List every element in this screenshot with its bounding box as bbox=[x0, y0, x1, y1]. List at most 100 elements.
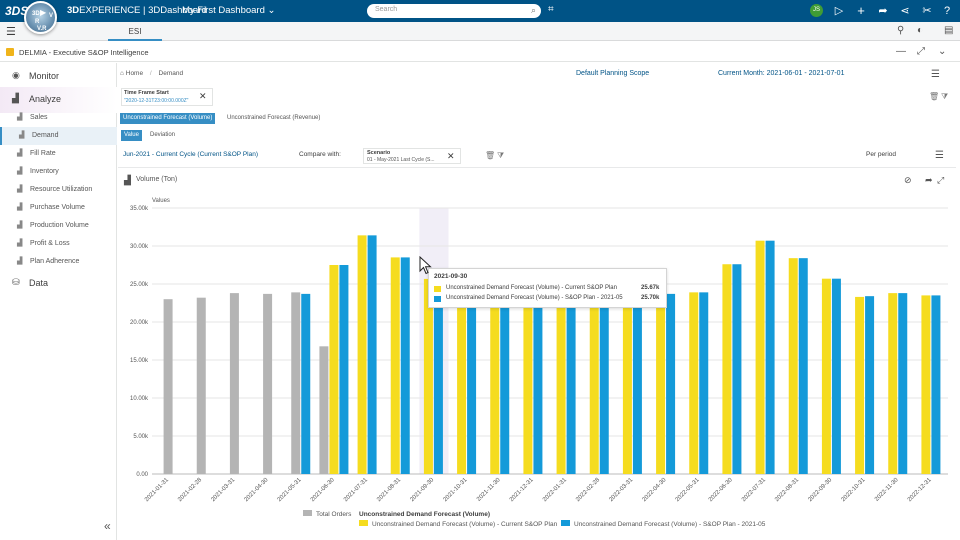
sidebar-item-profit-loss[interactable]: ▟ Profit & Loss bbox=[0, 235, 117, 253]
dashboard-tab-bar: ☰ ESI ⚲ ◐ ▤ bbox=[0, 22, 960, 41]
sidebar-item-production-volume[interactable]: ▟ Production Volume bbox=[0, 217, 117, 235]
x-tick-label: 2021-03-31 bbox=[210, 477, 236, 503]
search-placeholder: Search bbox=[375, 6, 398, 13]
compass-label-vr: V.R bbox=[37, 26, 47, 32]
y-tick-label: 20.00k bbox=[130, 320, 149, 326]
timeframe-filter[interactable]: Time Frame Start "2020-12-31T23:00:00.00… bbox=[121, 88, 213, 106]
close-icon[interactable]: ✕ bbox=[199, 91, 207, 101]
bar bbox=[163, 299, 173, 474]
app-brand: 3DEXPERIENCE | 3DDashboard bbox=[67, 5, 207, 16]
close-icon[interactable]: ✕ bbox=[447, 151, 455, 161]
chevron-down-icon[interactable]: ⌄ bbox=[938, 46, 947, 57]
search-icon[interactable]: ⌕ bbox=[530, 5, 536, 15]
tab-value[interactable]: Value bbox=[121, 130, 142, 141]
planning-scope[interactable]: Default Planning Scope bbox=[576, 70, 650, 77]
bar bbox=[500, 290, 510, 474]
dashboard-selector[interactable]: My First Dashboard ⌄ bbox=[182, 5, 276, 16]
home-icon[interactable]: ⌂ bbox=[120, 70, 124, 77]
filter-icon[interactable]: ⧩ bbox=[497, 151, 505, 160]
bar bbox=[589, 292, 599, 474]
bar bbox=[898, 293, 908, 474]
bar bbox=[367, 235, 377, 474]
sidebar-item-label: Plan Adherence bbox=[30, 258, 80, 265]
tab-unconstrained-forecast-volume[interactable]: Unconstrained Forecast (Volume) bbox=[120, 113, 216, 124]
legend-label: Unconstrained Demand Forecast (Volume) -… bbox=[372, 521, 558, 528]
bar-chart-icon: ▟ bbox=[17, 258, 23, 265]
legend-label: Unconstrained Demand Forecast (Volume) -… bbox=[574, 521, 766, 528]
top-bar: 3DS 3D ▶ V R V.R 3DEXPERIENCE | 3DDashbo… bbox=[0, 0, 960, 34]
sidebar-section-label: Monitor bbox=[29, 71, 60, 81]
sidebar-item-fill-rate[interactable]: ▟ Fill Rate bbox=[0, 145, 117, 163]
fullscreen-icon[interactable]: ⤢ bbox=[937, 175, 945, 185]
divider bbox=[118, 167, 956, 168]
sidebar-section-analyze[interactable]: ▟ Analyze bbox=[0, 88, 117, 110]
avatar[interactable]: JS bbox=[810, 4, 823, 17]
tab-deviation[interactable]: Deviation bbox=[150, 132, 176, 138]
sidebar-section-data[interactable]: ⛁ Data bbox=[0, 272, 117, 294]
sidebar-item-label: Resource Utilization bbox=[30, 186, 93, 193]
x-tick-label: 2022-04-30 bbox=[642, 477, 668, 503]
sidebar-item-demand[interactable]: ▟ Demand bbox=[0, 127, 117, 145]
tab-esi[interactable]: ESI bbox=[108, 22, 162, 41]
sidebar-section-monitor[interactable]: ◉ Monitor bbox=[0, 65, 117, 87]
share-chart-icon[interactable]: ➦ bbox=[925, 175, 933, 185]
page-menu-icon[interactable]: ☰ bbox=[931, 69, 940, 80]
maximize-icon[interactable]: ⤢ bbox=[917, 46, 925, 57]
sidebar-item-plan-adherence[interactable]: ▟ Plan Adherence bbox=[0, 253, 117, 271]
bar bbox=[263, 293, 273, 474]
x-tick-label: 2021-07-31 bbox=[343, 477, 369, 503]
breadcrumb-separator: / bbox=[149, 70, 152, 77]
current-cycle[interactable]: Jun-2021 - Current Cycle (Current S&OP P… bbox=[123, 151, 258, 158]
widget-header: DELMIA - Executive S&OP Intelligence — ⤢… bbox=[0, 42, 960, 62]
publish-icon[interactable]: ▷ bbox=[834, 5, 844, 17]
filter-icon[interactable]: ⧩ bbox=[941, 92, 949, 101]
tab-unconstrained-forecast-revenue[interactable]: Unconstrained Forecast (Revenue) bbox=[227, 115, 321, 121]
hide-icon[interactable]: ⊘ bbox=[904, 175, 912, 185]
toggle-icon[interactable]: ◐ bbox=[917, 25, 924, 36]
y-tick-label: 25.00k bbox=[130, 282, 149, 288]
forward-icon[interactable]: ➦ bbox=[878, 5, 888, 17]
tools-icon[interactable]: ✂ bbox=[922, 5, 932, 17]
sidebar-item-label: Purchase Volume bbox=[30, 204, 85, 211]
x-tick-label: 2021-09-30 bbox=[409, 477, 435, 503]
y-tick-label: 15.00k bbox=[130, 358, 149, 364]
bar bbox=[689, 292, 699, 474]
cycle-menu-icon[interactable]: ☰ bbox=[935, 150, 944, 161]
trash-icon[interactable]: 🗑 bbox=[929, 92, 940, 101]
bar bbox=[666, 293, 676, 474]
chat-icon[interactable]: ▤ bbox=[944, 25, 954, 36]
user-search-icon[interactable]: ⚲ bbox=[897, 25, 905, 36]
share-icon[interactable]: ⋖ bbox=[900, 5, 910, 17]
legend-swatch bbox=[303, 510, 312, 516]
breadcrumb-home[interactable]: Home bbox=[125, 70, 144, 77]
per-period-label[interactable]: Per period bbox=[866, 151, 896, 158]
collapse-sidebar-icon[interactable]: « bbox=[104, 519, 111, 533]
sidebar-item-purchase-volume[interactable]: ▟ Purchase Volume bbox=[0, 199, 117, 217]
tag-icon[interactable]: ⌗ bbox=[548, 4, 554, 15]
bar bbox=[855, 296, 865, 474]
hamburger-menu-icon[interactable]: ☰ bbox=[6, 26, 16, 38]
sidebar-item-resource-utilization[interactable]: ▟ Resource Utilization bbox=[0, 181, 117, 199]
bar-chart-icon: ▟ bbox=[17, 150, 23, 157]
play-icon: ▶ bbox=[40, 8, 47, 17]
add-icon[interactable]: + bbox=[857, 3, 865, 18]
widget-title: DELMIA - Executive S&OP Intelligence bbox=[19, 48, 149, 57]
sidebar-item-inventory[interactable]: ▟ Inventory bbox=[0, 163, 117, 181]
compass-button[interactable]: 3D ▶ V R V.R bbox=[24, 1, 57, 34]
bar-chart-icon: ▟ bbox=[17, 186, 23, 193]
x-tick-label: 2021-10-31 bbox=[443, 477, 469, 503]
search-input[interactable]: Search ⌕ bbox=[367, 4, 541, 18]
y-tick-label: 10.00k bbox=[130, 396, 149, 402]
bar bbox=[831, 278, 841, 474]
sidebar-item-label: Sales bbox=[30, 114, 48, 121]
bar bbox=[457, 280, 467, 474]
help-icon[interactable]: ? bbox=[943, 5, 951, 17]
y-tick-label: 30.00k bbox=[130, 244, 149, 250]
sidebar: ◉ Monitor ▟ Analyze ▟ Sales ▟ Demand ▟ Fill… bbox=[0, 63, 117, 540]
bar bbox=[196, 297, 206, 474]
minimize-icon[interactable]: — bbox=[896, 46, 906, 57]
scenario-selector[interactable]: Scenario 01 - May-2021 Last Cycle (S... bbox=[363, 148, 461, 164]
bar bbox=[599, 292, 609, 474]
trash-icon[interactable]: 🗑 bbox=[485, 151, 496, 160]
sidebar-item-sales[interactable]: ▟ Sales bbox=[0, 109, 117, 127]
